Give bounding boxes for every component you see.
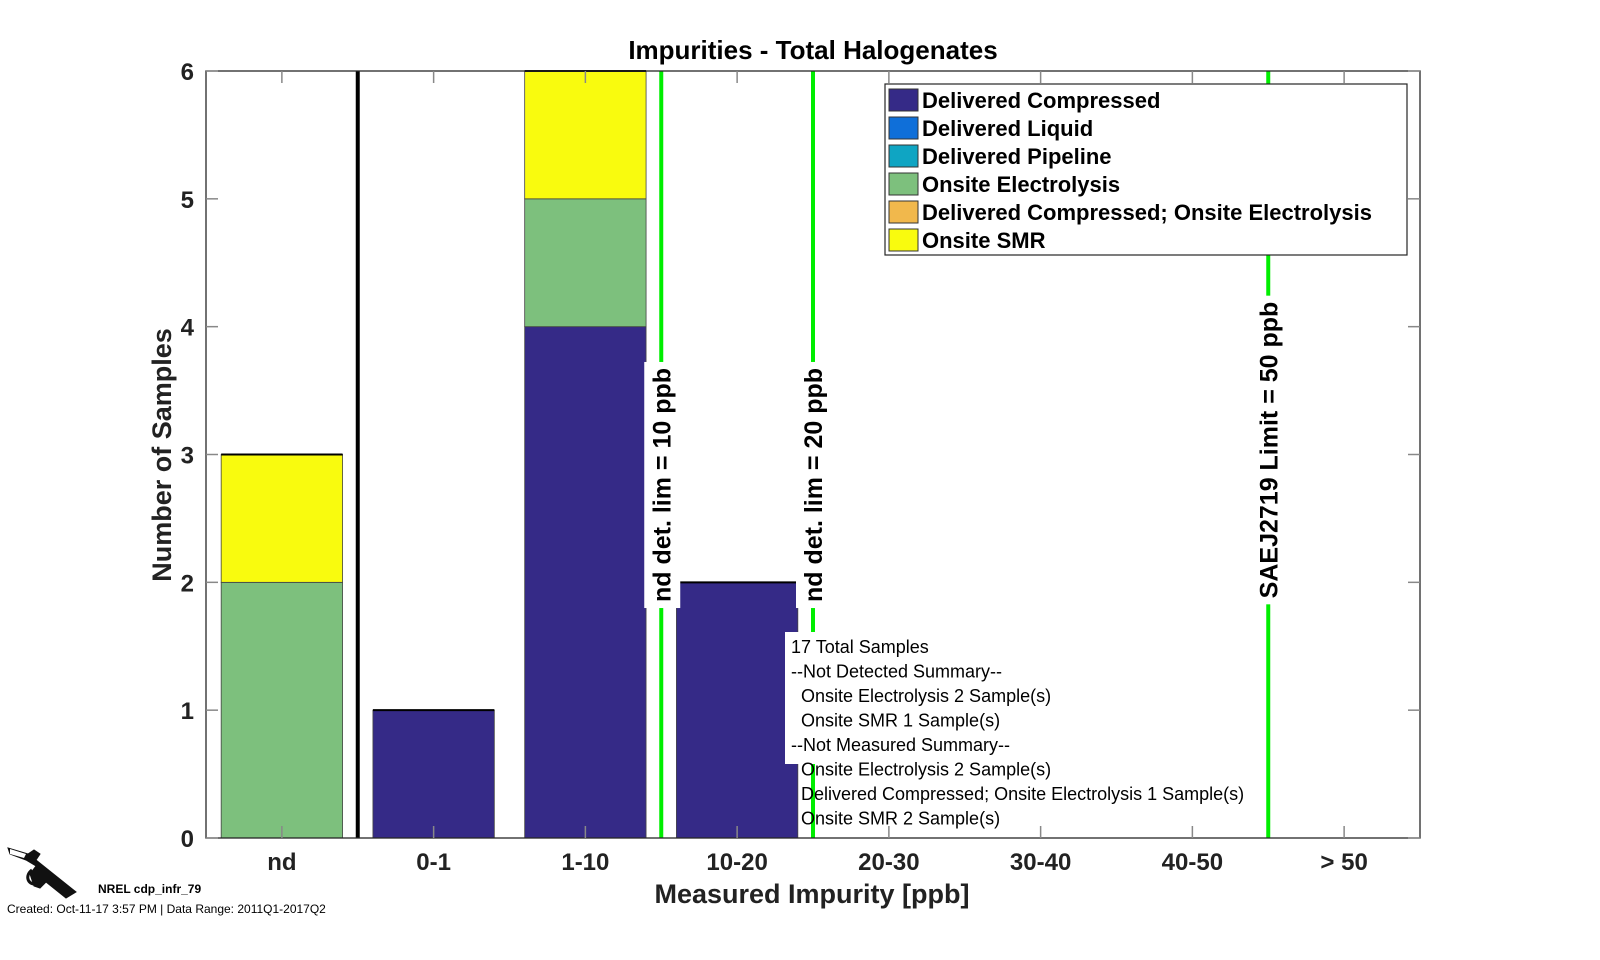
legend: Delivered Compressed Delivered Liquid Deli…	[884, 83, 1408, 256]
bar-segment	[372, 709, 495, 839]
legend-entry-label: Delivered Liquid	[922, 116, 1093, 141]
summary-line: --Not Detected Summary--	[791, 662, 1002, 682]
legend-entry-label: Onsite Electrolysis	[922, 172, 1120, 197]
legend-entry-label: Onsite SMR	[922, 228, 1046, 253]
x-axis-label: Measured Impurity [ppb]	[654, 879, 969, 909]
footer-created: Created: Oct-11-17 3:57 PM | Data Range:…	[7, 902, 326, 916]
x-tick-label: 30-40	[1010, 849, 1071, 876]
reference-line-label: nd det. lim = 20 ppb	[800, 368, 828, 602]
y-tick-label: 3	[181, 443, 194, 470]
legend-entry-label: Delivered Compressed; Onsite Electrolysi…	[922, 200, 1372, 225]
y-tick-label: 6	[181, 59, 194, 86]
footer-id: NREL cdp_infr_79	[98, 882, 202, 896]
summary-line: Delivered Compressed; Onsite Electrolysi…	[791, 784, 1244, 804]
x-tick-label: 1-10	[561, 849, 609, 876]
reference-label-background	[1251, 295, 1288, 605]
reference-label-background	[644, 361, 681, 609]
summary-background	[785, 632, 1015, 764]
bar-segment	[524, 198, 647, 328]
x-tick-label: 20-30	[858, 849, 919, 876]
y-tick-label: 2	[181, 570, 194, 597]
x-tick-label: nd	[267, 849, 296, 876]
legend-entry-label: Delivered Pipeline	[922, 144, 1112, 169]
ticks-group	[206, 70, 1420, 839]
legend-box	[884, 83, 1408, 256]
x-tick-label: > 50	[1320, 849, 1367, 876]
summary-line: Onsite Electrolysis 2 Sample(s)	[791, 760, 1051, 780]
summary-line: --Not Measured Summary--	[791, 735, 1010, 755]
y-axis-label: Number of Samples	[147, 328, 177, 582]
bar-segment	[676, 581, 799, 839]
chart-title: Impurities - Total Halogenates	[628, 35, 997, 65]
legend-swatch	[888, 228, 919, 252]
x-tick-labels: nd 0-1 1-10 10-20 20-30 30-40 40-50 > 50	[267, 849, 1368, 876]
summary-line: Onsite SMR 1 Sample(s)	[791, 711, 1000, 731]
x-tick-label: 10-20	[706, 849, 767, 876]
bar-segment	[524, 326, 647, 839]
legend-swatch	[888, 200, 919, 224]
y-tick-label: 4	[181, 315, 195, 342]
summary-line: Onsite Electrolysis 2 Sample(s)	[791, 686, 1051, 706]
reference-label-background	[796, 361, 832, 609]
legend-entry-label: Delivered Compressed	[922, 88, 1160, 113]
y-tick-labels: 0 1 2 3 4 5 6	[181, 59, 195, 853]
bar-segment	[524, 70, 647, 200]
x-tick-label: 0-1	[416, 849, 451, 876]
fuel-nozzle-icon	[7, 847, 77, 899]
reference-line-label: nd det. lim = 10 ppb	[648, 368, 676, 602]
y-tick-label: 1	[181, 698, 194, 725]
y-tick-label: 0	[181, 826, 194, 853]
y-tick-label: 5	[181, 187, 194, 214]
legend-swatch	[888, 144, 919, 168]
x-tick-label: 40-50	[1162, 849, 1223, 876]
bar-segment	[220, 581, 343, 839]
reference-lines-group: nd det. lim = 10 ppb nd det. lim = 20 ppb…	[644, 71, 1288, 838]
legend-swatch	[888, 116, 919, 140]
legend-swatch	[888, 172, 919, 196]
summary-line: 17 Total Samples	[791, 637, 929, 657]
legend-swatch	[888, 88, 919, 112]
bars-group	[220, 70, 799, 839]
summary-line: Onsite SMR 2 Sample(s)	[791, 809, 1000, 829]
summary-box: 17 Total Samples --Not Detected Summary--…	[785, 632, 1244, 829]
reference-line-label: SAEJ2719 Limit = 50 ppb	[1255, 302, 1283, 599]
bar-segment	[220, 454, 343, 583]
